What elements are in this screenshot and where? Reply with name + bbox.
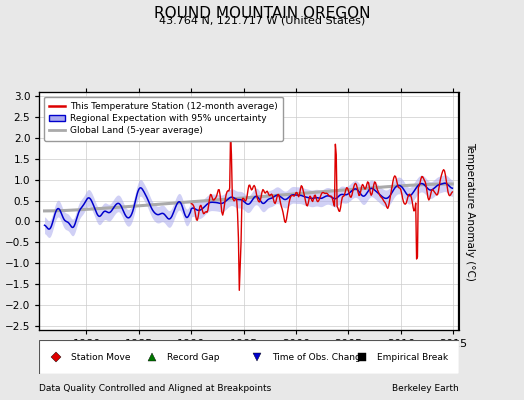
Text: ROUND MOUNTAIN OREGON: ROUND MOUNTAIN OREGON (154, 6, 370, 21)
Text: Berkeley Earth: Berkeley Earth (392, 384, 458, 393)
Text: Empirical Break: Empirical Break (377, 352, 448, 362)
Text: 43.764 N, 121.717 W (United States): 43.764 N, 121.717 W (United States) (159, 15, 365, 25)
Legend: This Temperature Station (12-month average), Regional Expectation with 95% uncer: This Temperature Station (12-month avera… (44, 96, 283, 141)
Text: Time of Obs. Change: Time of Obs. Change (272, 352, 366, 362)
Y-axis label: Temperature Anomaly (°C): Temperature Anomaly (°C) (465, 142, 475, 280)
Text: Data Quality Controlled and Aligned at Breakpoints: Data Quality Controlled and Aligned at B… (39, 384, 271, 393)
Text: Station Move: Station Move (71, 352, 130, 362)
Text: Record Gap: Record Gap (167, 352, 220, 362)
